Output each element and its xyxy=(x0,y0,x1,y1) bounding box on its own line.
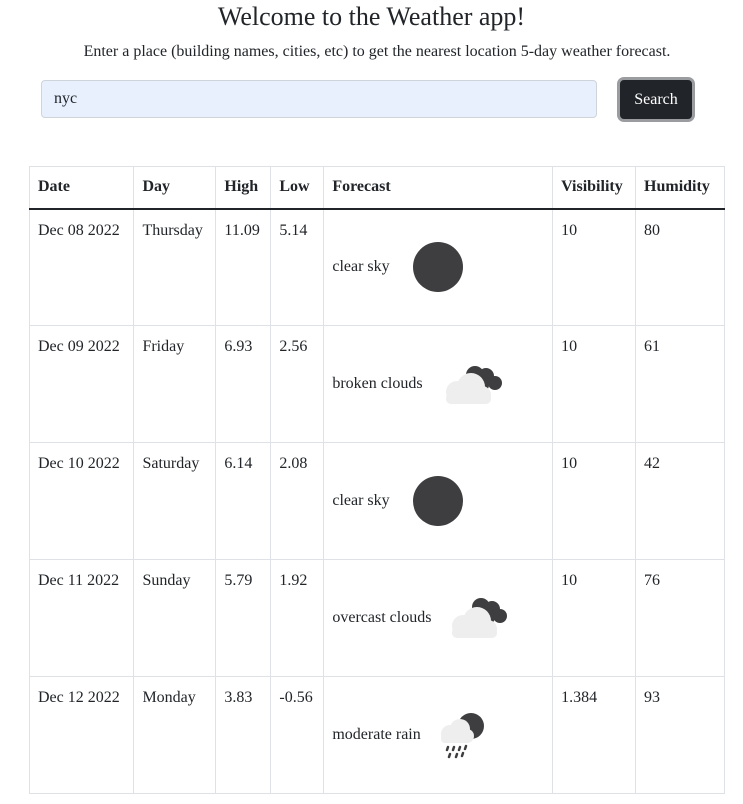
table-row: Dec 11 2022 Sunday 5.79 1.92 overcast cl… xyxy=(28,559,725,677)
forecast-cell: clear sky xyxy=(323,442,554,560)
humidity-cell: 42 xyxy=(635,442,725,560)
clear-sky-icon xyxy=(410,473,490,529)
humidity-cell: 76 xyxy=(635,559,725,677)
high-cell: 11.09 xyxy=(215,208,272,326)
broken-clouds-icon xyxy=(435,356,515,412)
visibility-cell: 1.384 xyxy=(552,676,637,794)
visibility-cell: 10 xyxy=(552,208,637,326)
forecast-text: clear sky xyxy=(332,258,390,276)
visibility-cell: 10 xyxy=(552,559,637,677)
low-cell: 2.08 xyxy=(270,442,325,560)
forecast-text: moderate rain xyxy=(332,726,421,743)
date-cell: Dec 09 2022 xyxy=(28,325,135,443)
table-row: Dec 10 2022 Saturday 6.14 2.08 clear sky… xyxy=(28,442,725,560)
search-button[interactable]: Search xyxy=(617,77,695,122)
date-cell: Dec 08 2022 xyxy=(28,208,135,326)
forecast-text: clear sky xyxy=(332,492,390,509)
high-cell: 3.83 xyxy=(215,676,272,794)
overcast-clouds-icon xyxy=(437,590,517,646)
column-header-date: Date xyxy=(28,166,135,210)
forecast-cell: clear sky xyxy=(323,208,554,326)
day-cell: Monday xyxy=(133,676,217,794)
date-cell: Dec 12 2022 xyxy=(28,676,135,794)
column-header-forecast: Forecast xyxy=(323,166,554,210)
table-header-row: Date Day High Low Forecast Visibility Hu… xyxy=(28,166,725,210)
forecast-cell: moderate rain xyxy=(323,676,554,794)
column-header-day: Day xyxy=(133,166,217,210)
forecast-cell: overcast clouds xyxy=(323,559,554,677)
moderate-rain-icon xyxy=(435,707,515,763)
humidity-cell: 80 xyxy=(635,208,725,326)
column-header-visibility: Visibility xyxy=(552,166,637,210)
day-cell: Saturday xyxy=(133,442,217,560)
table-row: Dec 12 2022 Monday 3.83 -0.56 moderate r… xyxy=(28,676,725,794)
forecast-table: Date Day High Low Forecast Visibility Hu… xyxy=(28,166,725,794)
high-cell: 5.79 xyxy=(215,559,272,677)
day-cell: Thursday xyxy=(133,208,217,326)
forecast-text: overcast clouds xyxy=(332,609,432,626)
column-header-low: Low xyxy=(270,166,325,210)
low-cell: 1.92 xyxy=(270,559,325,677)
low-cell: -0.56 xyxy=(270,676,325,794)
low-cell: 5.14 xyxy=(270,208,325,326)
clear-sky-icon xyxy=(410,239,490,295)
humidity-cell: 61 xyxy=(635,325,725,443)
visibility-cell: 10 xyxy=(552,325,637,443)
date-cell: Dec 11 2022 xyxy=(28,559,135,677)
column-header-humidity: Humidity xyxy=(635,166,725,210)
date-cell: Dec 10 2022 xyxy=(28,442,135,560)
visibility-cell: 10 xyxy=(552,442,637,560)
day-cell: Sunday xyxy=(133,559,217,677)
high-cell: 6.93 xyxy=(215,325,272,443)
column-header-high: High xyxy=(215,166,272,210)
day-cell: Friday xyxy=(133,325,217,443)
humidity-cell: 93 xyxy=(635,676,725,794)
table-row: Dec 08 2022 Thursday 11.09 5.14 clear sk… xyxy=(28,208,725,326)
page-title: Welcome to the Weather app! xyxy=(217,2,526,31)
forecast-cell: broken clouds xyxy=(323,325,554,443)
low-cell: 2.56 xyxy=(270,325,325,443)
search-input[interactable] xyxy=(41,80,597,118)
table-row: Dec 09 2022 Friday 6.93 2.56 broken clou… xyxy=(28,325,725,443)
high-cell: 6.14 xyxy=(215,442,272,560)
page-subtitle: Enter a place (building names, cities, e… xyxy=(83,43,671,60)
forecast-text: broken clouds xyxy=(332,375,423,392)
